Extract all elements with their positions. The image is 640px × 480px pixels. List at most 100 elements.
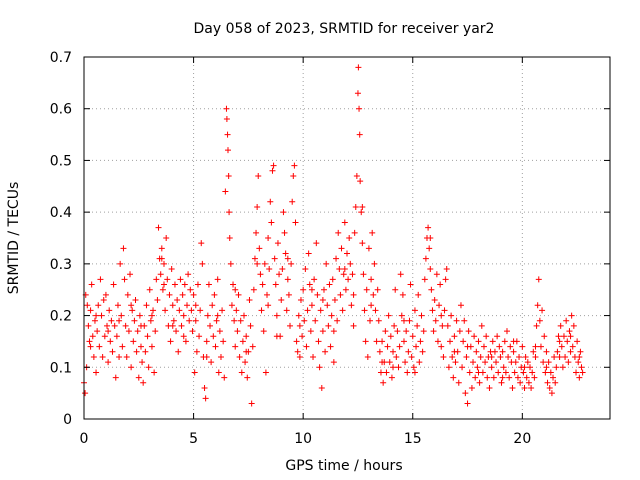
data-point	[207, 322, 214, 329]
data-point	[305, 250, 312, 257]
data-point	[323, 260, 330, 267]
data-point	[534, 302, 541, 309]
data-point	[432, 317, 439, 324]
data-point	[354, 90, 361, 97]
data-point	[443, 266, 450, 273]
data-point	[124, 291, 131, 298]
data-point	[230, 281, 237, 288]
data-point	[489, 338, 496, 345]
data-point	[273, 312, 280, 319]
x-tick-label: 15	[404, 431, 422, 447]
data-point	[448, 312, 455, 319]
data-point	[358, 209, 365, 216]
data-point	[529, 369, 536, 376]
data-point	[357, 178, 364, 185]
data-point	[188, 307, 195, 314]
data-point	[176, 307, 183, 314]
y-tick-label: 0.5	[50, 153, 72, 169]
data-point	[333, 255, 340, 262]
data-point	[464, 343, 471, 350]
data-point	[457, 302, 464, 309]
data-point	[523, 374, 530, 381]
data-point	[155, 224, 162, 231]
data-point	[330, 328, 337, 335]
data-point	[505, 353, 512, 360]
data-point	[541, 333, 548, 340]
data-point	[240, 312, 247, 319]
data-point	[215, 369, 222, 376]
data-point	[250, 286, 257, 293]
data-point	[478, 322, 485, 329]
data-point	[447, 338, 454, 345]
data-point	[550, 374, 557, 381]
data-point	[427, 235, 434, 241]
data-point	[283, 307, 290, 314]
data-point	[112, 374, 119, 381]
data-point	[85, 322, 92, 329]
data-point	[255, 172, 262, 179]
data-point	[391, 322, 398, 329]
data-point	[501, 338, 508, 345]
data-point	[121, 276, 128, 283]
data-point	[340, 271, 347, 278]
data-point	[439, 322, 446, 329]
plot-frame	[83, 56, 611, 420]
data-point	[265, 302, 272, 309]
data-point	[175, 348, 182, 355]
data-point	[352, 203, 359, 210]
data-point	[180, 333, 187, 340]
data-point	[567, 348, 574, 355]
data-point	[387, 333, 394, 340]
data-point	[547, 369, 554, 376]
x-tick-label: 5	[189, 431, 198, 447]
data-point	[372, 307, 379, 314]
data-point	[351, 229, 358, 236]
data-point	[304, 307, 311, 314]
data-point	[173, 328, 180, 335]
data-point	[163, 235, 170, 241]
data-point	[278, 297, 285, 304]
data-point	[308, 302, 315, 309]
data-point	[280, 209, 287, 216]
data-point	[383, 369, 390, 376]
data-point	[93, 369, 100, 376]
data-point	[191, 369, 198, 376]
data-point	[113, 333, 120, 340]
y-tick-label: 0.4	[50, 205, 72, 221]
data-point	[220, 338, 227, 345]
data-point	[300, 286, 307, 293]
data-point	[421, 276, 428, 283]
data-point	[576, 374, 583, 381]
data-point	[98, 312, 105, 319]
data-point	[371, 260, 378, 267]
y-tick-label: 0	[63, 412, 72, 428]
data-point	[567, 333, 574, 340]
data-point	[474, 364, 481, 371]
data-point	[322, 348, 329, 355]
data-point	[397, 271, 404, 278]
data-point	[531, 374, 538, 381]
data-point	[565, 359, 572, 366]
data-point	[398, 312, 405, 319]
data-point	[430, 328, 437, 335]
data-point	[205, 281, 212, 288]
data-point	[316, 364, 323, 371]
data-point	[95, 302, 102, 309]
data-point	[493, 359, 500, 366]
data-point	[267, 198, 274, 205]
data-point	[350, 291, 357, 298]
data-point	[297, 297, 304, 304]
data-point	[419, 348, 426, 355]
data-point	[393, 353, 400, 360]
data-point	[87, 343, 94, 350]
y-axis-label: SRMTID / TECUs	[6, 182, 22, 295]
data-point	[524, 359, 531, 366]
data-point	[410, 364, 417, 371]
data-point	[326, 281, 333, 288]
data-point	[208, 359, 215, 366]
data-point	[248, 400, 255, 407]
data-point	[495, 369, 502, 376]
data-point	[232, 286, 239, 293]
data-point	[537, 343, 544, 350]
data-point	[288, 260, 295, 267]
